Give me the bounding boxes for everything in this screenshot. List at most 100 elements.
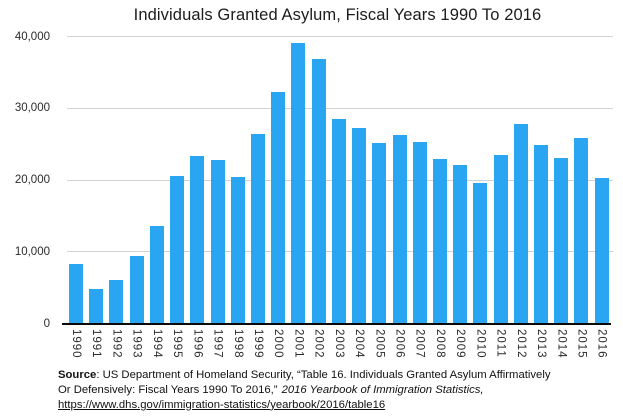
x-axis-labels: 1990 1991 1992 1993 1994 1995 1996 1997 1998 1999… [62,329,613,359]
bar-1991 [89,288,104,324]
x-tick-label: 2004 [353,329,366,359]
bar-2003 [331,118,346,324]
x-tick-slot: 2016 [595,329,609,359]
source-link[interactable]: https://www.dhs.gov/immigration-statisti… [58,398,386,411]
x-tick-label: 2013 [535,329,548,359]
source-citation: 2016 Yearbook of Immigration Statistics, [281,383,484,396]
bar-2008 [432,158,447,324]
x-tick-slot: 1996 [190,329,204,359]
x-tick-slot: 2009 [453,329,467,359]
x-tick-label: 2011 [494,329,507,358]
x-tick-slot: 2013 [534,329,548,359]
x-tick-slot: 2008 [433,329,447,359]
x-tick-slot: 2006 [393,329,407,359]
y-tick-label: 40,000 [14,30,50,43]
y-tick-label: 10,000 [14,245,50,258]
bar-2013 [534,145,549,324]
x-tick-label: 2006 [393,329,406,359]
bar-2000 [271,91,286,324]
chart-title: Individuals Granted Asylum, Fiscal Years… [133,6,542,24]
x-tick-label: 1991 [90,329,103,359]
x-tick-label: 2015 [575,329,588,359]
x-tick-slot: 1992 [109,329,123,359]
x-tick-slot: 2012 [514,329,528,359]
source-line-3: https://www.dhs.gov/immigration-statisti… [58,398,603,413]
bar-2015 [574,138,589,324]
x-tick-slot: 1997 [211,329,225,359]
bar-1997 [210,159,225,324]
bar-1993 [129,255,144,324]
bar-1998 [230,176,245,324]
x-tick-slot: 2010 [473,329,487,359]
bar-2009 [453,164,468,324]
x-tick-label: 2009 [454,329,467,359]
x-tick-slot: 1990 [69,329,83,359]
bar-2007 [412,142,427,324]
source-label: Source [58,369,97,381]
bar-2010 [473,182,488,324]
bar-1990 [69,264,83,324]
y-tick-label: 30,000 [14,102,50,114]
x-tick-label: 1992 [110,329,123,359]
y-tick-label: 0 [43,317,50,330]
x-tick-slot: 2007 [413,329,427,359]
bar-2014 [554,157,569,324]
x-tick-slot: 2005 [372,329,386,359]
x-tick-label: 1995 [171,329,184,359]
bar-2006 [392,135,407,324]
x-tick-slot: 2014 [554,329,568,359]
gridline [67,36,613,37]
gridline [67,107,613,109]
x-tick-slot: 1995 [170,329,184,359]
bar-2004 [352,128,367,324]
bar-2002 [311,59,326,324]
x-tick-slot: 1991 [89,329,103,359]
x-tick-label: 1998 [231,329,244,359]
source-line-1: Source: US Department of Homeland Securi… [58,368,603,383]
x-tick-label: 2016 [595,329,608,359]
x-tick-slot: 2000 [271,329,285,359]
bar-1995 [170,176,185,324]
x-tick-label: 1994 [150,329,163,359]
bars-container [62,37,613,324]
x-tick-label: 2005 [373,329,386,359]
x-tick-label: 2001 [292,329,305,359]
bar-2016 [594,177,609,324]
x-tick-slot: 1998 [231,329,245,359]
x-tick-slot: 1999 [251,329,265,359]
bar-2005 [372,143,387,324]
x-tick-slot: 1994 [150,329,164,359]
x-tick-slot: 2015 [574,329,588,359]
y-axis-labels: 0 10,000 20,000 30,000 40,000 [0,31,56,329]
source-line-2: Or Defensively: Fiscal Years 1990 To 201… [58,383,603,398]
x-tick-label: 2012 [514,329,527,359]
bar-2011 [493,155,508,324]
bar-2001 [291,43,306,324]
x-tick-slot: 2001 [291,329,305,359]
bar-2012 [513,123,528,324]
x-tick-label: 2000 [272,329,285,359]
x-tick-slot: 1993 [130,329,144,359]
x-tick-label: 1993 [130,329,143,359]
x-tick-label: 2003 [332,329,345,359]
plot-area [62,36,613,325]
source-text-2: Or Defensively: Fiscal Years 1990 To 201… [58,383,278,396]
x-tick-label: 1997 [211,329,224,359]
x-tick-label: 1996 [191,329,204,359]
bar-1996 [190,156,205,324]
x-tick-slot: 2011 [494,329,508,359]
source-text-1: : US Department of Homeland Security, “T… [96,369,551,381]
x-tick-label: 1990 [70,329,82,359]
bar-1994 [149,225,164,324]
x-tick-label: 2010 [474,329,487,359]
x-tick-label: 2014 [555,329,568,359]
x-tick-label: 2002 [312,329,325,359]
x-tick-label: 2007 [413,329,426,359]
x-tick-slot: 2002 [312,329,326,359]
source-note: Source: US Department of Homeland Securi… [58,368,603,412]
x-tick-label: 1999 [251,329,264,359]
x-tick-slot: 2003 [332,329,346,359]
x-axis-line [62,323,611,325]
y-tick-label: 20,000 [14,173,50,186]
